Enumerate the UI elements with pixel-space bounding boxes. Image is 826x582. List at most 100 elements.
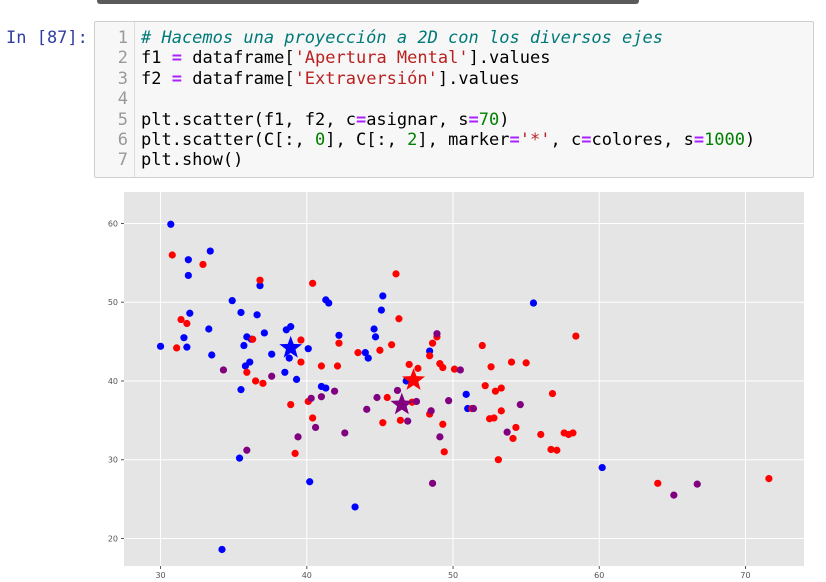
- data-point-purple: [373, 393, 381, 402]
- data-point-red: [376, 346, 384, 354]
- code-line: # Hacemos una proyección a 2D con los di…: [141, 28, 663, 48]
- data-point-blue: [186, 309, 194, 317]
- data-point-blue: [240, 341, 248, 350]
- data-point-red: [547, 445, 555, 454]
- code-token: 0: [315, 130, 326, 150]
- data-point-purple: [317, 393, 326, 401]
- data-point-purple: [243, 446, 251, 454]
- data-point-blue: [205, 325, 213, 333]
- code-token: =: [468, 109, 479, 130]
- code-token: 2: [407, 130, 418, 150]
- data-point-red: [388, 341, 396, 349]
- data-point-purple: [412, 397, 421, 406]
- data-point-red: [426, 352, 434, 360]
- data-point-red: [354, 349, 362, 357]
- data-point-red: [440, 448, 448, 456]
- data-point-red: [183, 319, 191, 328]
- line-number: 3: [117, 68, 128, 89]
- data-point-blue: [184, 271, 192, 280]
- data-point-red: [297, 358, 305, 366]
- line-number: 7: [117, 150, 128, 171]
- data-point-red: [259, 379, 267, 387]
- data-point-blue: [287, 323, 295, 331]
- x-tick-label: 70: [740, 571, 750, 580]
- data-point-blue: [379, 292, 387, 300]
- data-point-blue: [335, 331, 343, 339]
- data-point-blue: [237, 308, 245, 317]
- code-line: plt.scatter(C[:, 0], C[:, 2], marker='*'…: [141, 130, 755, 150]
- data-point-red: [335, 339, 343, 347]
- data-point-red: [199, 260, 207, 269]
- code-token: 'Apertura Mental': [294, 48, 469, 69]
- data-point-purple: [427, 407, 435, 415]
- data-point-red: [309, 279, 317, 287]
- data-point-red: [512, 423, 520, 432]
- code-token: =: [581, 130, 592, 150]
- line-number: 5: [117, 109, 128, 130]
- code-token: 70: [478, 109, 500, 130]
- line-number: 6: [117, 130, 128, 150]
- y-tick-label: 60: [108, 219, 118, 228]
- centroid-star-red: [402, 368, 425, 390]
- data-point-red: [333, 362, 342, 370]
- data-point-purple: [456, 366, 464, 374]
- data-point-purple: [469, 404, 478, 413]
- data-point-blue: [218, 545, 226, 554]
- code-token: 'Extraversión': [294, 68, 438, 89]
- data-point-red: [507, 358, 516, 366]
- data-point-purple: [330, 387, 339, 395]
- code-token: ): [745, 130, 756, 150]
- data-point-red: [405, 360, 413, 369]
- code-token: asignar, s: [366, 109, 469, 130]
- x-tick-label: 30: [155, 571, 165, 580]
- code-token: ].values: [468, 48, 551, 69]
- line-number: 1: [117, 28, 128, 48]
- data-point-red: [243, 368, 251, 376]
- code-token: plt.scatter(C[:,: [141, 130, 315, 150]
- data-point-blue: [306, 478, 314, 486]
- data-point-red: [564, 430, 573, 439]
- data-point-blue: [208, 351, 216, 359]
- data-point-purple: [516, 400, 524, 409]
- data-point-red: [317, 362, 326, 370]
- scroll-indicator-bar: [97, 0, 639, 4]
- data-point-blue: [529, 299, 538, 307]
- data-point-red: [553, 446, 561, 454]
- data-point-red: [481, 382, 489, 390]
- data-point-blue: [371, 333, 380, 341]
- centroid-star-purple: [390, 392, 414, 415]
- data-point-red: [309, 414, 317, 422]
- data-point-red: [497, 384, 505, 392]
- data-point-blue: [325, 299, 333, 307]
- code-token: plt.scatter(f1, f2, c: [141, 109, 356, 130]
- data-point-blue: [235, 454, 244, 462]
- data-point-blue: [237, 386, 245, 394]
- y-tick-label: 40: [108, 377, 118, 386]
- data-point-red: [765, 475, 773, 483]
- data-point-red: [450, 365, 459, 373]
- data-point-blue: [180, 334, 188, 342]
- data-point-red: [395, 315, 403, 323]
- data-point-red: [177, 315, 185, 324]
- code-line: plt.show(): [141, 150, 243, 170]
- data-point-blue: [167, 220, 175, 228]
- code-token: ], C[:,: [325, 130, 408, 150]
- data-point-red: [494, 456, 502, 464]
- data-point-blue: [351, 503, 359, 511]
- data-point-blue: [304, 345, 312, 353]
- data-point-red: [491, 387, 500, 395]
- code-line: f2 = dataframe['Extraversión'].values: [141, 69, 520, 89]
- data-point-red: [287, 400, 295, 409]
- x-tick-label: 50: [448, 571, 458, 580]
- code-line: f1 = dataframe['Apertura Mental'].values: [141, 48, 550, 68]
- data-point-blue: [598, 463, 606, 472]
- data-point-blue: [228, 297, 236, 305]
- plot-area: [124, 192, 804, 566]
- code-token: '*': [519, 130, 551, 150]
- data-point-blue: [377, 306, 385, 314]
- code-token: plt.show(): [141, 150, 244, 171]
- code-token: 1000: [704, 130, 746, 150]
- data-point-red: [439, 420, 447, 428]
